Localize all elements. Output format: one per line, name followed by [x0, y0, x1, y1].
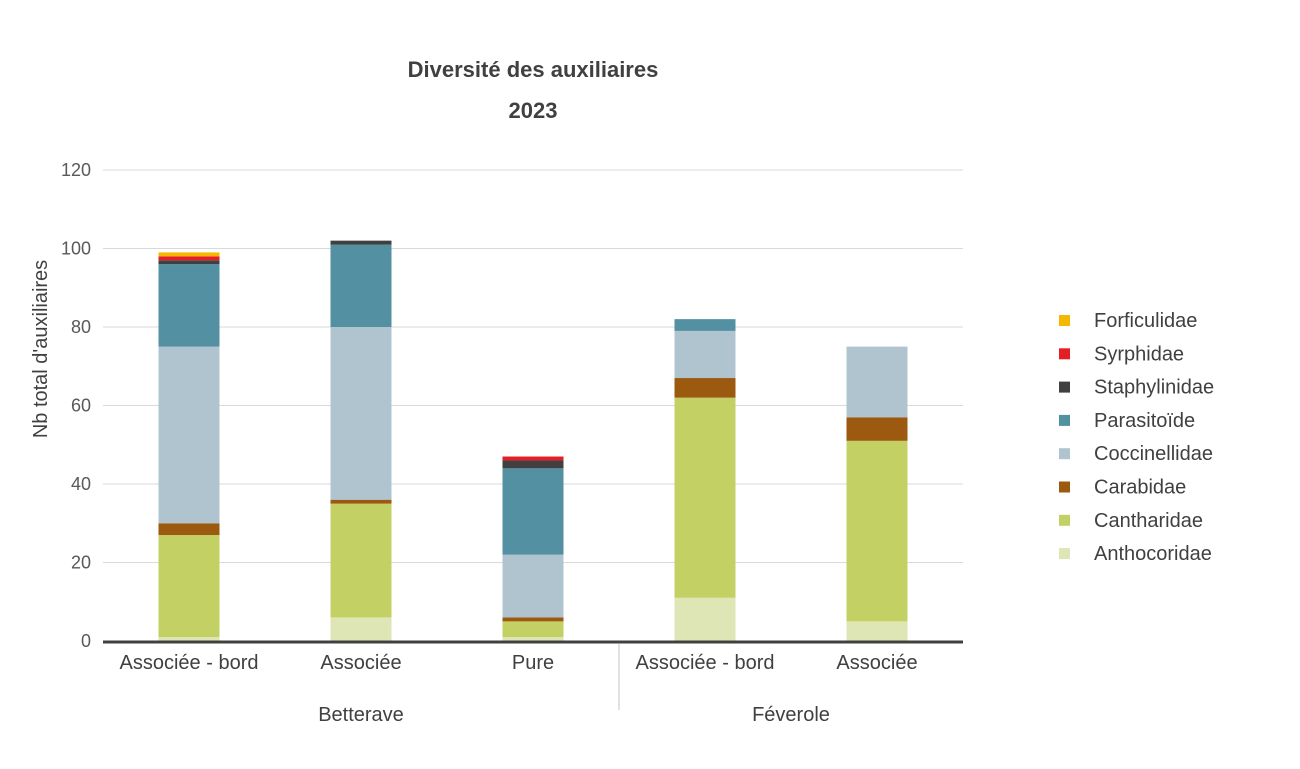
- bar-segment: [502, 468, 564, 555]
- y-tick-label: 0: [81, 631, 91, 651]
- bar-segment: [502, 554, 564, 618]
- bar-segment: [502, 617, 564, 622]
- bar-segment: [846, 417, 908, 441]
- bar-segment: [674, 597, 736, 641]
- bar-segment: [158, 523, 220, 536]
- bar-segment: [158, 256, 220, 261]
- legend-label: Forficulidae: [1094, 310, 1197, 332]
- legend-label: Coccinellidae: [1094, 443, 1213, 465]
- bar-segment: [502, 460, 564, 469]
- legend-label: Parasitoïde: [1094, 410, 1195, 432]
- x-group-label: Betterave: [318, 704, 404, 726]
- chart-title: Diversité des auxiliaires: [408, 57, 659, 82]
- legend-label: Syrphidae: [1094, 343, 1184, 365]
- bar-segment: [330, 617, 392, 641]
- x-axis-categories: Associée - bord Associée Pure Associée - bo…: [120, 652, 918, 674]
- x-category-label: Associée: [320, 652, 401, 674]
- y-axis-ticks: 0 20 40 60 80 100 120: [61, 160, 91, 651]
- legend-swatch: [1059, 514, 1070, 526]
- legend-swatch: [1059, 315, 1070, 326]
- legend-swatch: [1059, 414, 1070, 426]
- bar-segment: [330, 244, 392, 327]
- y-tick-label: 20: [71, 553, 91, 573]
- bar-segment: [158, 637, 220, 641]
- y-tick-label: 120: [61, 160, 91, 180]
- legend-swatch: [1059, 481, 1070, 493]
- x-category-label: Pure: [512, 652, 554, 674]
- bar-segment: [158, 346, 220, 524]
- x-axis-groups: Betterave Féverole: [318, 704, 830, 726]
- bar-segment: [158, 264, 220, 347]
- y-tick-label: 40: [71, 474, 91, 494]
- legend-label: Staphylinidae: [1094, 377, 1214, 399]
- bar-segment: [674, 378, 736, 398]
- bar-segment: [674, 319, 736, 331]
- x-category-label: Associée: [836, 652, 917, 674]
- bar-segment: [502, 637, 564, 641]
- y-tick-label: 80: [71, 317, 91, 337]
- bar-segment: [502, 621, 564, 638]
- y-tick-label: 60: [71, 396, 91, 416]
- x-group-label: Féverole: [752, 704, 830, 726]
- bar-segment: [846, 621, 908, 641]
- gridlines: [103, 169, 963, 563]
- x-category-label: Associée - bord: [120, 652, 259, 674]
- legend-label: Carabidae: [1094, 477, 1186, 499]
- bar-segment: [330, 499, 392, 504]
- bar-segment: [330, 327, 392, 500]
- legend-label: Cantharidae: [1094, 510, 1203, 532]
- legend: Forficulidae Syrphidae Staphylinidae Parasi…: [1059, 310, 1214, 565]
- legend-swatch: [1059, 548, 1070, 560]
- legend-swatch: [1059, 348, 1070, 360]
- bar-segment: [158, 260, 220, 265]
- bar-segment: [158, 535, 220, 638]
- bar-segment: [330, 240, 392, 245]
- bar-segment: [674, 330, 736, 379]
- chart-subtitle: 2023: [509, 98, 558, 123]
- bar-segment: [674, 397, 736, 598]
- y-tick-label: 100: [61, 239, 91, 259]
- x-category-label: Associée - bord: [636, 652, 775, 674]
- legend-swatch: [1059, 448, 1070, 460]
- y-axis-label: Nb total d'auxiliaires: [30, 260, 52, 438]
- legend-swatch: [1059, 381, 1070, 393]
- bar-segment: [846, 440, 908, 622]
- legend-label: Anthocoridae: [1094, 543, 1212, 565]
- bar-segment: [502, 456, 564, 461]
- bar-segment: [158, 252, 220, 257]
- bars: [158, 240, 908, 641]
- bar-segment: [846, 346, 908, 418]
- bar-segment: [330, 503, 392, 618]
